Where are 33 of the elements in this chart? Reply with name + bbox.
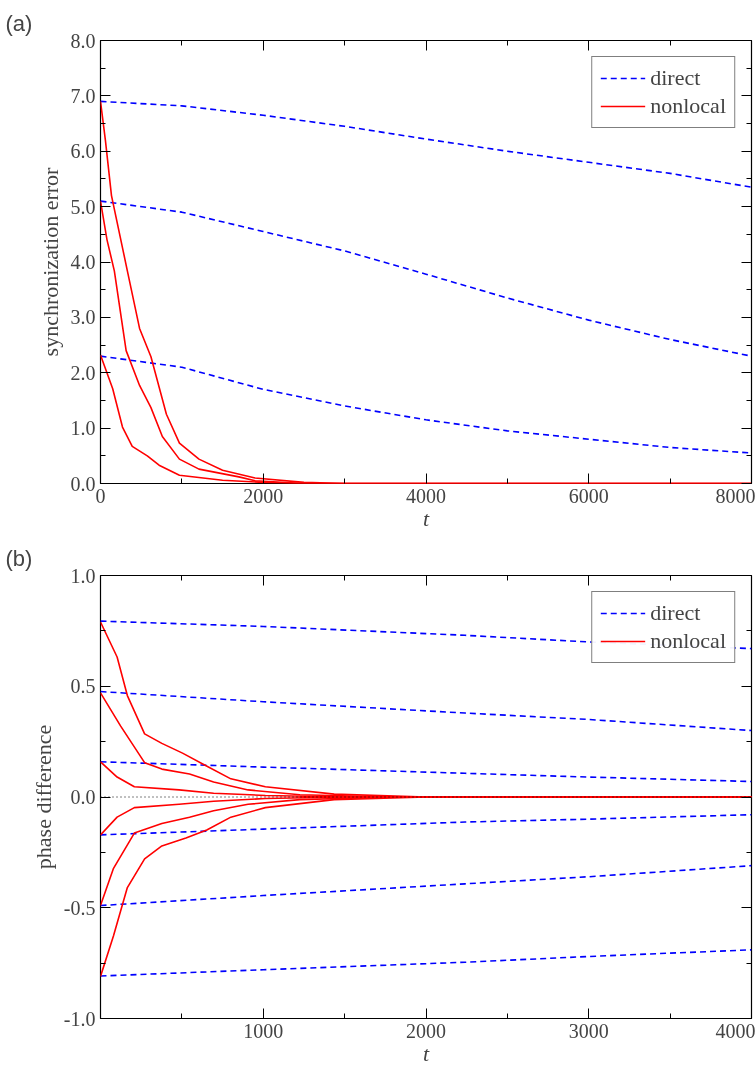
legend-label: nonlocal: [650, 93, 726, 119]
x-tick-label: 0: [95, 484, 106, 507]
x-axis-title: t: [422, 505, 430, 531]
y-axis-title: synchronization error: [37, 166, 63, 357]
x-tick-label: 6000: [568, 484, 609, 507]
y-tick-label: 8.0: [70, 29, 96, 52]
y-tick-label: 5.0: [70, 195, 96, 218]
x-tick-label: 2000: [243, 484, 284, 507]
x-tick-label: 4000: [406, 484, 446, 507]
y-tick-label: 0.5: [70, 675, 96, 698]
chart-title: (a): [5, 10, 33, 36]
x-tick-label: 1000: [243, 1019, 284, 1042]
x-axis-title: t: [422, 1040, 430, 1066]
y-tick-label: 3.0: [70, 306, 96, 329]
y-tick-label: 0.0: [70, 786, 96, 808]
legend-label: nonlocal: [650, 628, 726, 654]
y-axis-title: phase difference: [30, 724, 56, 870]
y-tick-label: 1.0: [70, 564, 96, 587]
x-tick-label: 2000: [406, 1019, 446, 1042]
x-tick-label: 4000: [715, 1019, 755, 1042]
chart-title: (b): [5, 545, 33, 571]
y-tick-label: 2.0: [70, 361, 96, 384]
y-tick-label: 1.0: [70, 417, 96, 440]
y-tick-label: 4.0: [70, 251, 96, 273]
y-tick-label: -0.5: [63, 896, 96, 919]
legend-label: direct: [650, 600, 701, 626]
y-tick-label: 0.0: [70, 472, 96, 495]
y-tick-label: 6.0: [70, 140, 96, 163]
legend-label: direct: [650, 65, 701, 91]
y-tick-label: -1.0: [63, 1007, 96, 1030]
x-tick-label: 3000: [568, 1019, 609, 1042]
y-tick-label: 7.0: [70, 84, 96, 107]
x-tick-label: 8000: [715, 484, 755, 507]
